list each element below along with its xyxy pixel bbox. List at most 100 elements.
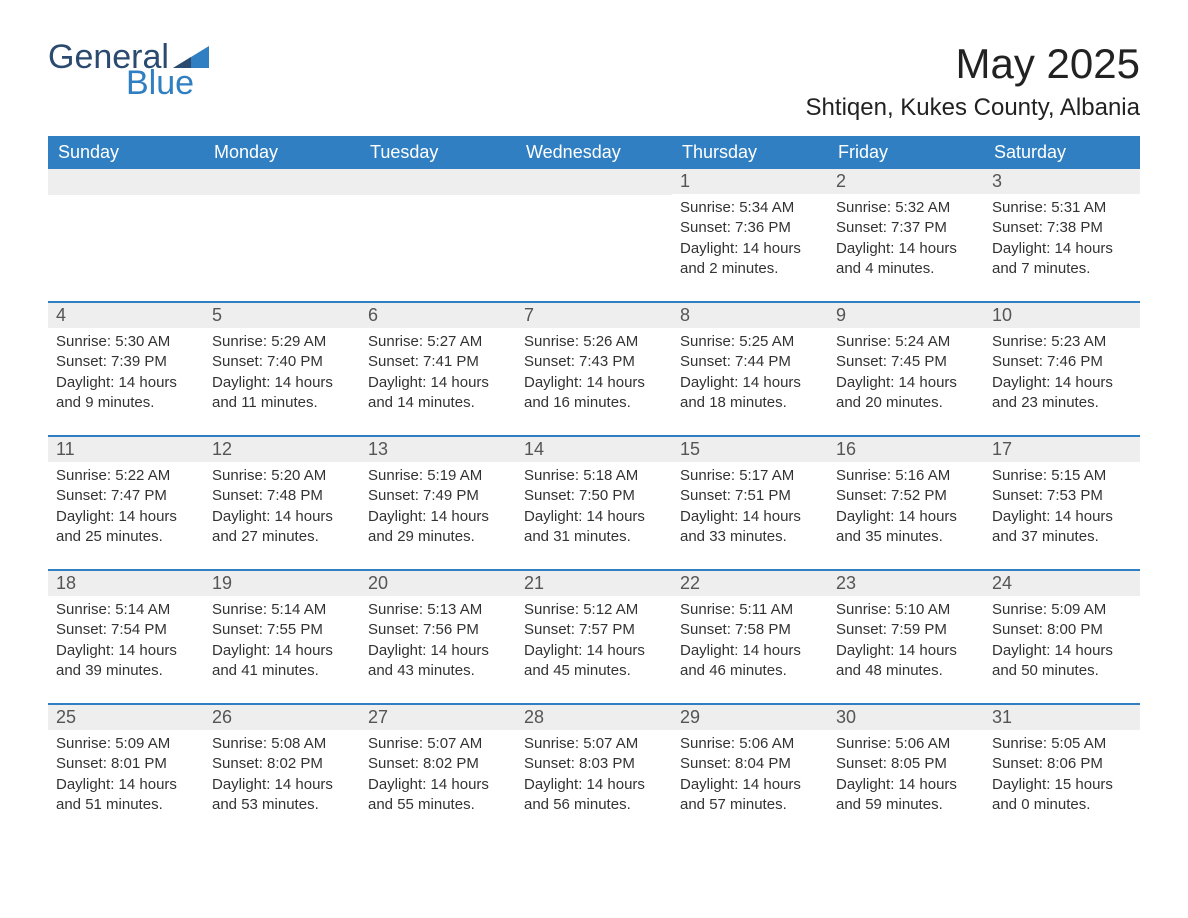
daylight-text: Daylight: 14 hours and 55 minutes. [368,775,508,816]
sunrise-text: Sunrise: 5:13 AM [368,600,508,620]
day-cell: 12Sunrise: 5:20 AMSunset: 7:48 PMDayligh… [204,437,360,557]
sunrise-text: Sunrise: 5:24 AM [836,332,976,352]
empty-day-bar [360,169,516,195]
day-body: Sunrise: 5:10 AMSunset: 7:59 PMDaylight:… [828,596,984,689]
day-number: 18 [48,571,204,596]
daylight-text: Daylight: 14 hours and 53 minutes. [212,775,352,816]
day-body: Sunrise: 5:09 AMSunset: 8:01 PMDaylight:… [48,730,204,823]
daylight-text: Daylight: 14 hours and 35 minutes. [836,507,976,548]
sunrise-text: Sunrise: 5:07 AM [524,734,664,754]
day-number: 7 [516,303,672,328]
daylight-text: Daylight: 14 hours and 56 minutes. [524,775,664,816]
daylight-text: Daylight: 14 hours and 48 minutes. [836,641,976,682]
sunrise-text: Sunrise: 5:32 AM [836,198,976,218]
logo-word2: Blue [126,66,209,100]
sunset-text: Sunset: 7:38 PM [992,218,1132,238]
sunrise-text: Sunrise: 5:27 AM [368,332,508,352]
sunset-text: Sunset: 7:39 PM [56,352,196,372]
sunrise-text: Sunrise: 5:05 AM [992,734,1132,754]
sunset-text: Sunset: 7:51 PM [680,486,820,506]
sunset-text: Sunset: 8:01 PM [56,754,196,774]
day-body: Sunrise: 5:07 AMSunset: 8:02 PMDaylight:… [360,730,516,823]
sunset-text: Sunset: 7:47 PM [56,486,196,506]
sunrise-text: Sunrise: 5:30 AM [56,332,196,352]
header-area: General Blue May 2025 Shtiqen, Kukes Cou… [48,40,1140,122]
daylight-text: Daylight: 14 hours and 7 minutes. [992,239,1132,280]
day-cell: 13Sunrise: 5:19 AMSunset: 7:49 PMDayligh… [360,437,516,557]
week-row: 1Sunrise: 5:34 AMSunset: 7:36 PMDaylight… [48,169,1140,289]
day-cell: 15Sunrise: 5:17 AMSunset: 7:51 PMDayligh… [672,437,828,557]
sunset-text: Sunset: 7:40 PM [212,352,352,372]
day-body: Sunrise: 5:26 AMSunset: 7:43 PMDaylight:… [516,328,672,421]
day-body: Sunrise: 5:16 AMSunset: 7:52 PMDaylight:… [828,462,984,555]
weekday-header: Tuesday [360,136,516,169]
sunset-text: Sunset: 8:03 PM [524,754,664,774]
day-cell: 31Sunrise: 5:05 AMSunset: 8:06 PMDayligh… [984,705,1140,825]
day-cell [48,169,204,289]
day-cell: 25Sunrise: 5:09 AMSunset: 8:01 PMDayligh… [48,705,204,825]
sunset-text: Sunset: 7:59 PM [836,620,976,640]
sunset-text: Sunset: 7:41 PM [368,352,508,372]
sunset-text: Sunset: 8:05 PM [836,754,976,774]
daylight-text: Daylight: 14 hours and 59 minutes. [836,775,976,816]
day-number: 26 [204,705,360,730]
sunrise-text: Sunrise: 5:12 AM [524,600,664,620]
week-row: 4Sunrise: 5:30 AMSunset: 7:39 PMDaylight… [48,301,1140,423]
day-cell: 14Sunrise: 5:18 AMSunset: 7:50 PMDayligh… [516,437,672,557]
day-number: 19 [204,571,360,596]
week-row: 11Sunrise: 5:22 AMSunset: 7:47 PMDayligh… [48,435,1140,557]
sunset-text: Sunset: 7:46 PM [992,352,1132,372]
day-cell: 4Sunrise: 5:30 AMSunset: 7:39 PMDaylight… [48,303,204,423]
sunrise-text: Sunrise: 5:15 AM [992,466,1132,486]
daylight-text: Daylight: 14 hours and 11 minutes. [212,373,352,414]
sunrise-text: Sunrise: 5:34 AM [680,198,820,218]
day-cell: 20Sunrise: 5:13 AMSunset: 7:56 PMDayligh… [360,571,516,691]
day-number: 25 [48,705,204,730]
sunset-text: Sunset: 7:48 PM [212,486,352,506]
day-number: 30 [828,705,984,730]
daylight-text: Daylight: 14 hours and 51 minutes. [56,775,196,816]
sunrise-text: Sunrise: 5:16 AM [836,466,976,486]
day-body: Sunrise: 5:23 AMSunset: 7:46 PMDaylight:… [984,328,1140,421]
sunrise-text: Sunrise: 5:22 AM [56,466,196,486]
sunrise-text: Sunrise: 5:08 AM [212,734,352,754]
day-body: Sunrise: 5:06 AMSunset: 8:05 PMDaylight:… [828,730,984,823]
sunrise-text: Sunrise: 5:14 AM [56,600,196,620]
daylight-text: Daylight: 14 hours and 37 minutes. [992,507,1132,548]
day-number: 22 [672,571,828,596]
sunrise-text: Sunrise: 5:18 AM [524,466,664,486]
day-number: 9 [828,303,984,328]
sunrise-text: Sunrise: 5:09 AM [56,734,196,754]
day-cell: 3Sunrise: 5:31 AMSunset: 7:38 PMDaylight… [984,169,1140,289]
day-cell: 28Sunrise: 5:07 AMSunset: 8:03 PMDayligh… [516,705,672,825]
sunset-text: Sunset: 8:00 PM [992,620,1132,640]
day-cell: 5Sunrise: 5:29 AMSunset: 7:40 PMDaylight… [204,303,360,423]
day-number: 31 [984,705,1140,730]
daylight-text: Daylight: 14 hours and 18 minutes. [680,373,820,414]
sunset-text: Sunset: 8:02 PM [212,754,352,774]
sunrise-text: Sunrise: 5:11 AM [680,600,820,620]
day-body: Sunrise: 5:27 AMSunset: 7:41 PMDaylight:… [360,328,516,421]
sunrise-text: Sunrise: 5:29 AM [212,332,352,352]
day-body: Sunrise: 5:25 AMSunset: 7:44 PMDaylight:… [672,328,828,421]
weekday-header: Friday [828,136,984,169]
day-cell: 24Sunrise: 5:09 AMSunset: 8:00 PMDayligh… [984,571,1140,691]
day-number: 3 [984,169,1140,194]
sunrise-text: Sunrise: 5:20 AM [212,466,352,486]
logo: General Blue [48,40,209,100]
daylight-text: Daylight: 14 hours and 45 minutes. [524,641,664,682]
sunset-text: Sunset: 8:04 PM [680,754,820,774]
daylight-text: Daylight: 14 hours and 25 minutes. [56,507,196,548]
sunset-text: Sunset: 7:58 PM [680,620,820,640]
daylight-text: Daylight: 14 hours and 2 minutes. [680,239,820,280]
sunset-text: Sunset: 8:06 PM [992,754,1132,774]
day-number: 14 [516,437,672,462]
day-body: Sunrise: 5:05 AMSunset: 8:06 PMDaylight:… [984,730,1140,823]
weekday-header: Monday [204,136,360,169]
weekday-header-row: SundayMondayTuesdayWednesdayThursdayFrid… [48,136,1140,169]
day-body: Sunrise: 5:14 AMSunset: 7:55 PMDaylight:… [204,596,360,689]
day-body: Sunrise: 5:11 AMSunset: 7:58 PMDaylight:… [672,596,828,689]
day-number: 23 [828,571,984,596]
daylight-text: Daylight: 15 hours and 0 minutes. [992,775,1132,816]
day-body: Sunrise: 5:14 AMSunset: 7:54 PMDaylight:… [48,596,204,689]
